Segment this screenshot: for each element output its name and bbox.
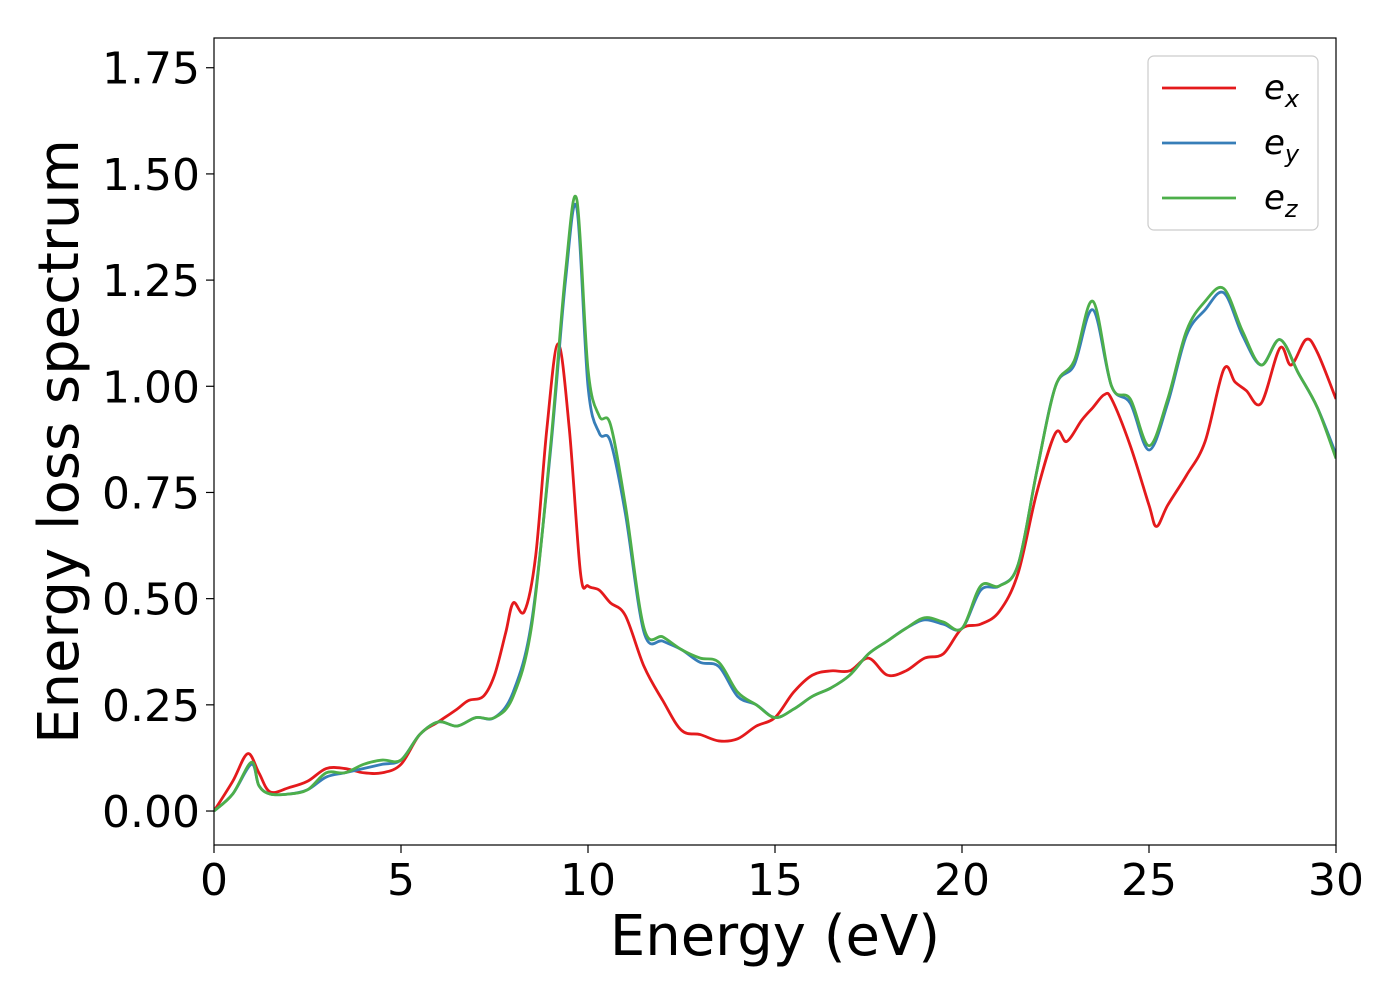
legend-label-y: ey: [1264, 123, 1300, 168]
plot-frame: [213, 37, 1337, 846]
x-axis-title: Energy (eV): [610, 904, 940, 969]
x-tick-label: 30: [1308, 855, 1364, 906]
x-tick-label: 15: [747, 855, 803, 906]
x-tick-label: 10: [560, 855, 616, 906]
x-tick-label: 0: [200, 855, 228, 906]
y-tick-label: 0.75: [102, 468, 200, 519]
legend: ex ey ez: [1147, 55, 1319, 231]
x-tick-label: 25: [1121, 855, 1177, 906]
y-tick-label: 0.00: [102, 787, 200, 838]
y-axis: 0.00 0.25 0.50 0.75 1.00 1.25 1.50 1.75: [102, 44, 214, 838]
y-tick-label: 0.25: [102, 681, 200, 732]
series-line-z: [214, 195, 1336, 813]
y-tick-label: 0.50: [102, 575, 200, 626]
x-axis: 0 5 10 15 20 25 30: [200, 845, 1364, 906]
plot-area: [214, 195, 1336, 813]
y-tick-label: 1.50: [102, 150, 200, 201]
legend-label-z: ez: [1264, 178, 1299, 223]
y-tick-label: 1.25: [102, 256, 200, 307]
y-axis-title: Energy loss spectrum: [27, 139, 92, 744]
legend-label-x: ex: [1264, 68, 1300, 113]
x-tick-label: 20: [934, 855, 990, 906]
series-line-x: [214, 337, 1336, 812]
y-tick-label: 1.75: [102, 44, 200, 95]
y-tick-label: 1.00: [102, 362, 200, 413]
x-tick-label: 5: [387, 855, 415, 906]
